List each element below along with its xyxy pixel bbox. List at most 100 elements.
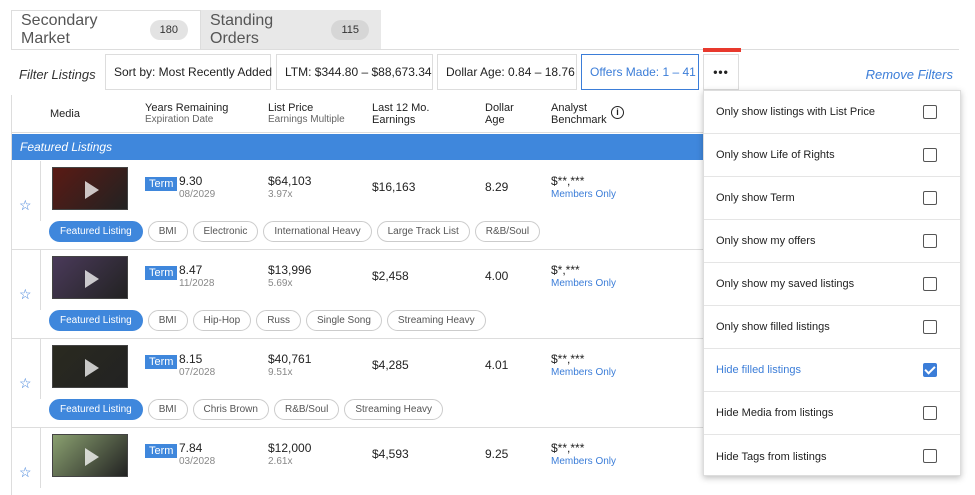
checkbox[interactable] [923, 363, 937, 377]
checkbox[interactable] [923, 148, 937, 162]
tag-chip[interactable]: Single Song [305, 310, 382, 331]
row-divider [40, 428, 41, 488]
offers-made-filter-button[interactable]: Offers Made: 1 – 41 [581, 54, 699, 90]
col-bench-line2: Benchmark [551, 114, 607, 126]
list-price: $13,996 [268, 263, 312, 277]
checkbox[interactable] [923, 449, 937, 463]
list-price: $12,000 [268, 441, 312, 455]
tab-standing-orders[interactable]: Standing Orders 115 [201, 10, 381, 49]
tag-chip[interactable]: R&B/Soul [273, 399, 340, 420]
earnings-multiple: 5.69x [268, 278, 293, 289]
row-divider [40, 250, 41, 310]
star-icon[interactable]: ☆ [19, 464, 32, 480]
option-label: Only show Life of Rights [716, 149, 835, 161]
dropdown-option[interactable]: Hide filled listings [704, 349, 960, 392]
col-media: Media [50, 108, 80, 120]
dollar-age-filter-button[interactable]: Dollar Age: 0.84 – 18.76 [437, 54, 577, 90]
remove-filters-link[interactable]: Remove Filters [865, 67, 953, 82]
ltm-filter-button[interactable]: LTM: $344.80 – $88,673.34 [276, 54, 433, 90]
dropdown-option[interactable]: Hide Tags from listings [704, 435, 960, 478]
tab-bar: Secondary Market 180 Standing Orders 115 [11, 10, 381, 49]
years-remaining: 7.84 [179, 441, 203, 455]
years-remaining: 9.30 [179, 174, 203, 188]
tag-chip[interactable]: Russ [256, 310, 301, 331]
option-label: Only show filled listings [716, 321, 830, 333]
dollar-age: 9.25 [485, 447, 509, 461]
tag-chip[interactable]: Featured Listing [49, 221, 143, 242]
col-years-label: Years Remaining [145, 102, 229, 114]
tag-chip[interactable]: Streaming Heavy [344, 399, 444, 420]
members-only-link[interactable]: Members Only [551, 456, 617, 467]
analyst-benchmark: $*,*** [551, 263, 580, 277]
checkbox[interactable] [923, 191, 937, 205]
tag-chip[interactable]: Featured Listing [49, 310, 143, 331]
ltm-earnings: $4,593 [372, 447, 409, 461]
more-filters-button[interactable]: ••• [703, 54, 739, 90]
col-dollar-age: Dollar Age [485, 102, 514, 126]
earnings-multiple: 3.97x [268, 189, 293, 200]
checkbox[interactable] [923, 277, 937, 291]
tag-chip[interactable]: Streaming Heavy [386, 310, 486, 331]
ltm-earnings: $2,458 [372, 269, 409, 283]
analyst-benchmark: $**,*** [551, 352, 585, 366]
checkbox[interactable] [923, 105, 937, 119]
table-row[interactable]: ☆ Term 9.30 08/2029 $64,103 3.97x $16,16… [12, 161, 960, 250]
col-bench-line1: Analyst [551, 102, 588, 114]
star-icon[interactable]: ☆ [19, 375, 32, 391]
more-filters-dropdown: Only show listings with List Price Only … [703, 90, 961, 476]
tag-chip[interactable]: R&B/Soul [474, 221, 541, 242]
tag-chip[interactable]: BMI [147, 399, 188, 420]
checkbox[interactable] [923, 234, 937, 248]
table-row[interactable]: ☆ Term 7.84 03/2028 $12,000 2.61x $4,593… [12, 428, 960, 495]
checkbox[interactable] [923, 320, 937, 334]
dollar-age: 8.29 [485, 180, 509, 194]
table-row[interactable]: ☆ Term 8.47 11/2028 $13,996 5.69x $2,458… [12, 250, 960, 339]
expiration-date: 11/2028 [179, 278, 215, 289]
members-only-link[interactable]: Members Only [551, 189, 617, 200]
option-label: Hide Media from listings [716, 407, 834, 419]
col-ltm-line2: Earnings [372, 114, 416, 126]
media-thumbnail[interactable] [52, 256, 128, 299]
sort-button[interactable]: Sort by: Most Recently Added [105, 54, 272, 90]
members-only-link[interactable]: Members Only [551, 367, 617, 378]
row-divider [40, 339, 41, 399]
media-thumbnail[interactable] [52, 434, 128, 477]
play-icon [85, 270, 99, 288]
info-icon[interactable]: i [611, 106, 624, 119]
expiration-date: 07/2028 [179, 367, 216, 378]
media-thumbnail[interactable] [52, 167, 128, 210]
dropdown-option[interactable]: Only show filled listings [704, 306, 960, 349]
dropdown-option[interactable]: Only show Term [704, 177, 960, 220]
tag-chip[interactable]: BMI [147, 310, 188, 331]
tag-chip[interactable]: Electronic [192, 221, 259, 242]
option-label: Hide Tags from listings [716, 450, 827, 463]
filter-bar: Filter Listings Sort by: Most Recently A… [11, 48, 959, 95]
col-years-remaining: Years Remaining Expiration Date [145, 102, 228, 126]
members-only-link[interactable]: Members Only [551, 278, 617, 289]
tag-chip[interactable]: Chris Brown [192, 399, 269, 420]
dropdown-option[interactable]: Hide Media from listings [704, 392, 960, 435]
years-remaining: 8.47 [179, 263, 203, 277]
tag-chip[interactable]: Featured Listing [49, 399, 143, 420]
dropdown-option[interactable]: Only show my offers [704, 220, 960, 263]
dropdown-option[interactable]: Only show listings with List Price [704, 91, 960, 134]
tab-count-badge: 115 [331, 19, 369, 40]
table-row[interactable]: ☆ Term 8.15 07/2028 $40,761 9.51x $4,285… [12, 339, 960, 428]
tag-chip[interactable]: International Heavy [263, 221, 372, 242]
tab-secondary-market[interactable]: Secondary Market 180 [11, 10, 201, 49]
checkbox[interactable] [923, 406, 937, 420]
list-price: $64,103 [268, 174, 312, 188]
tag-chip[interactable]: Hip-Hop [192, 310, 252, 331]
star-icon[interactable]: ☆ [19, 197, 32, 213]
tab-label: Secondary Market [21, 12, 98, 47]
col-age-line2: Age [485, 114, 505, 126]
tag-chip[interactable]: Large Track List [376, 221, 470, 242]
expiration-date: 03/2028 [179, 456, 216, 467]
dropdown-option[interactable]: Only show my saved listings [704, 263, 960, 306]
star-icon[interactable]: ☆ [19, 286, 32, 302]
dropdown-option[interactable]: Only show Life of Rights [704, 134, 960, 177]
tag-chip[interactable]: BMI [147, 221, 188, 242]
media-thumbnail[interactable] [52, 345, 128, 388]
col-ltm-line1: Last 12 Mo. [372, 102, 430, 114]
term-badge: Term [145, 266, 178, 280]
